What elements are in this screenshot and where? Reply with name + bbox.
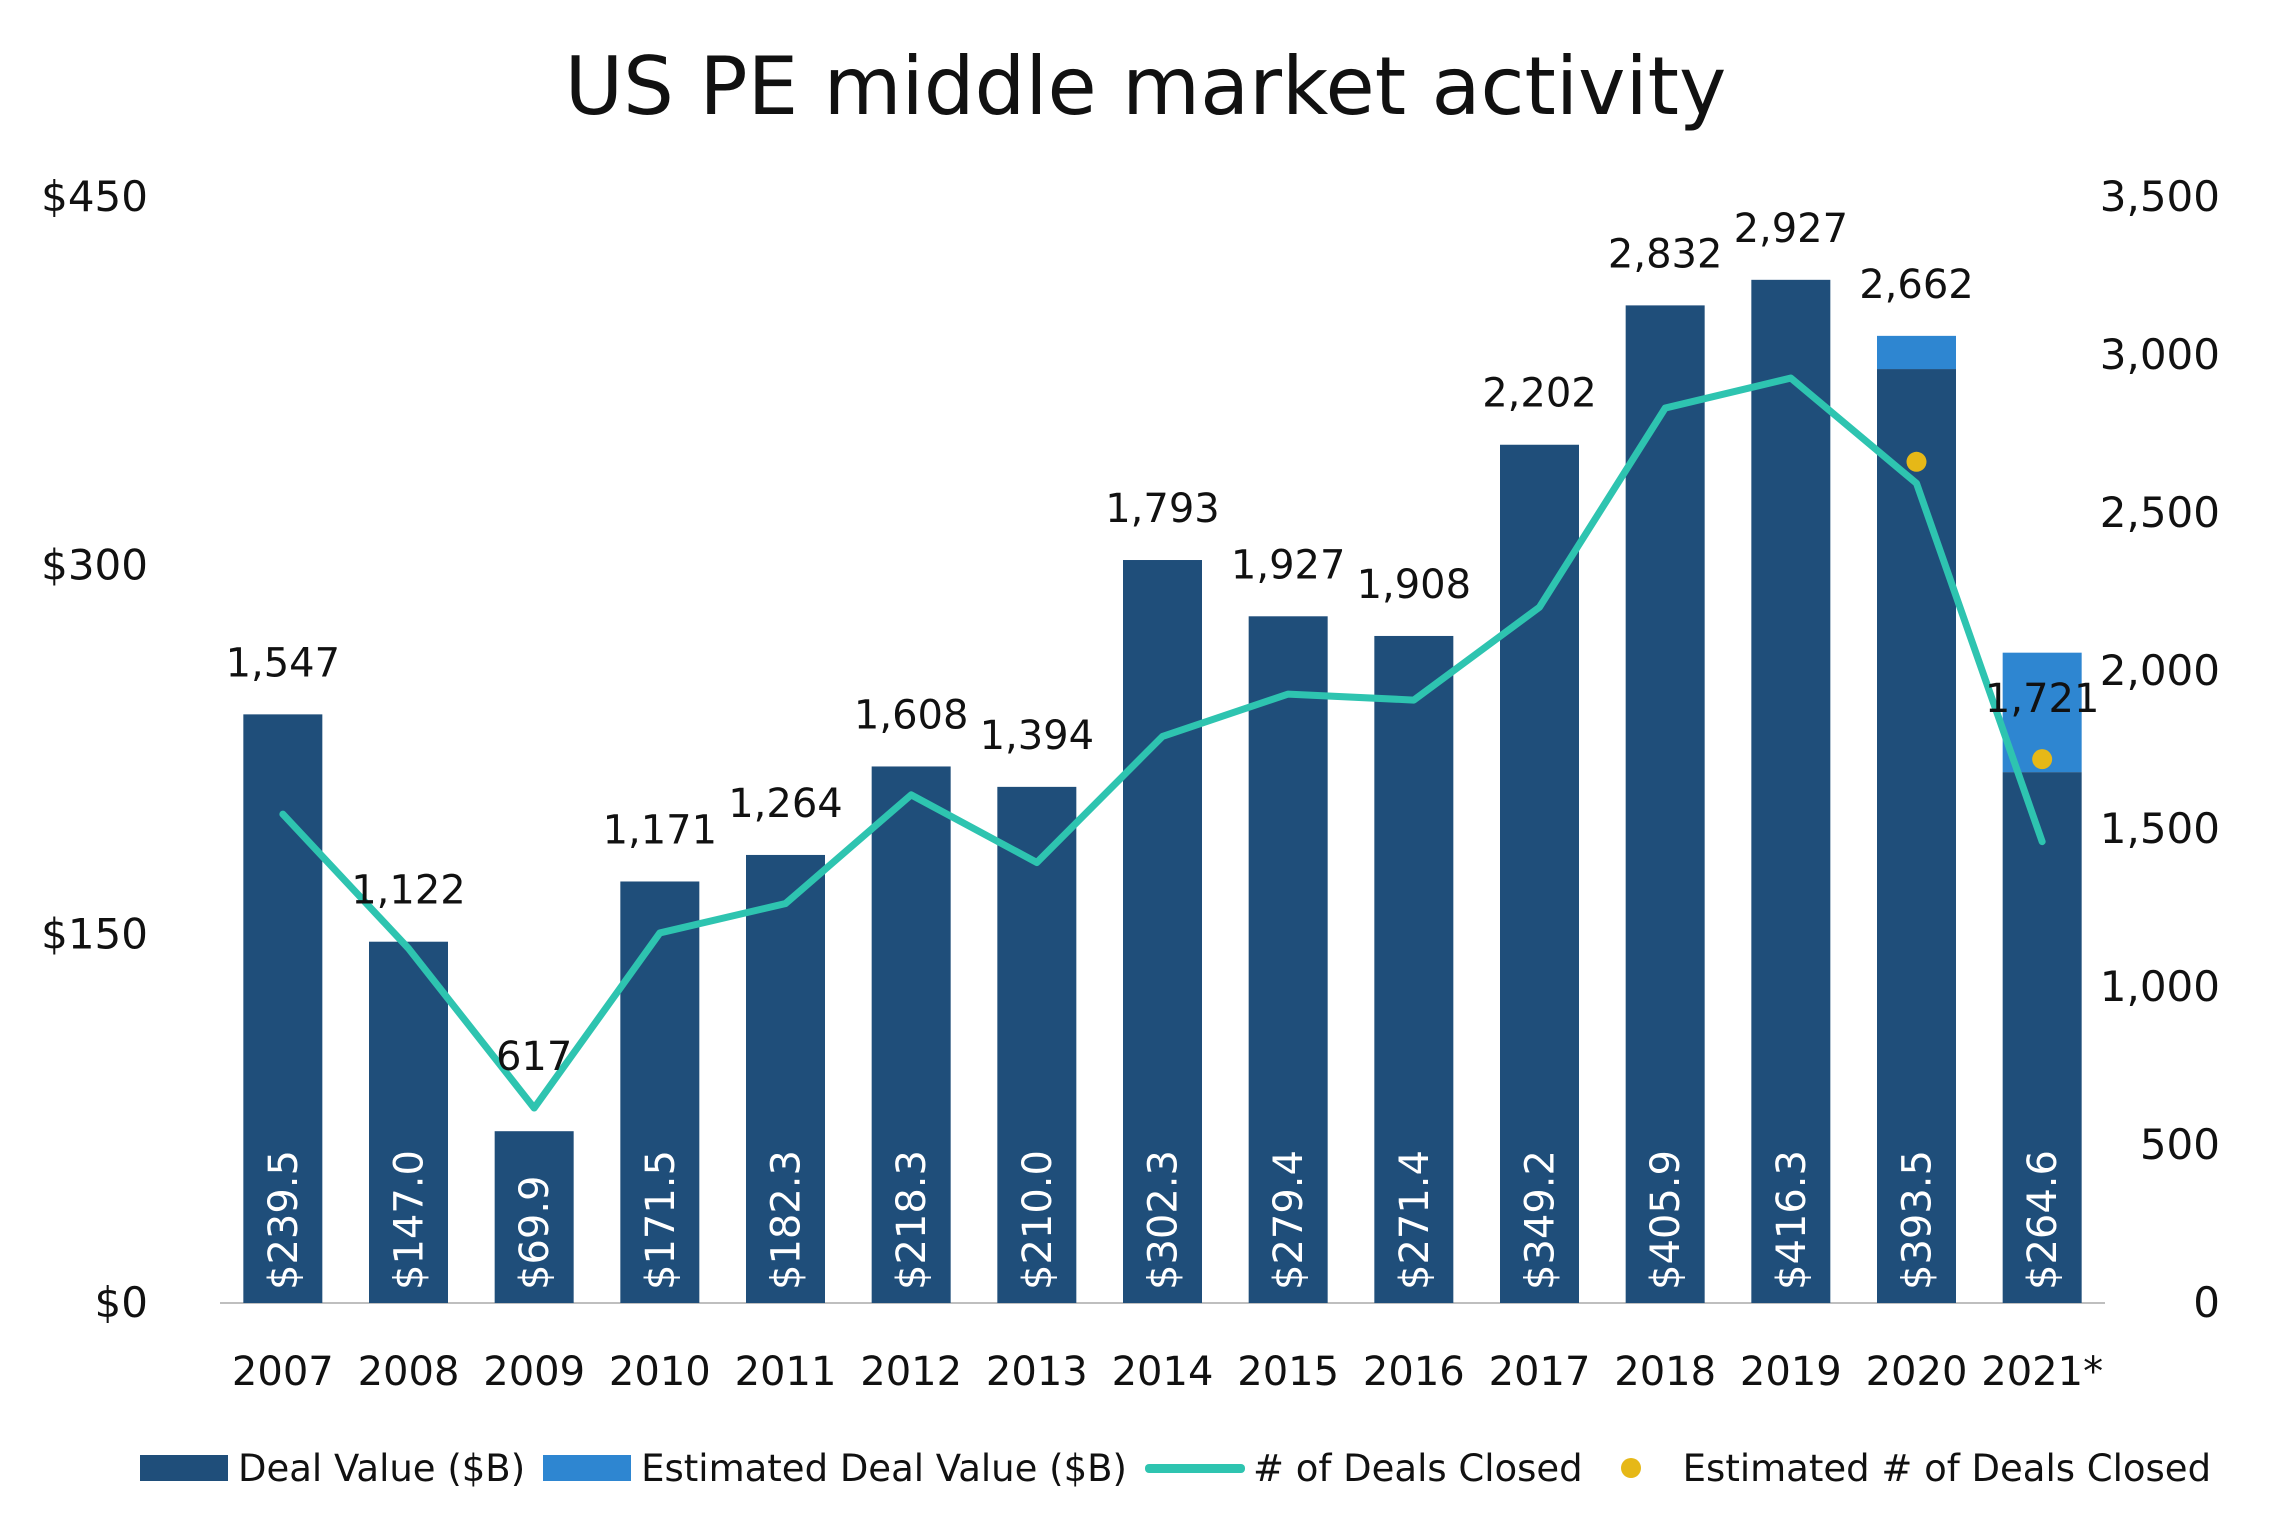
- y-left-tick-label: $0: [95, 1278, 148, 1327]
- bar-estimated-deal-value: [1877, 335, 1956, 370]
- y-right-tick-label: 3,500: [2100, 172, 2220, 221]
- legend-item-deal-value: Deal Value ($B): [140, 1447, 525, 1490]
- bar-value-label: $171.5: [638, 1150, 684, 1290]
- legend-swatch-estimated-deal-value: [543, 1455, 632, 1481]
- y-right-tick-label: 2,000: [2100, 646, 2220, 695]
- x-tick-label: 2007: [232, 1349, 334, 1395]
- bar-value-label: $210.0: [1015, 1150, 1061, 1290]
- bar-deal-value: [1123, 560, 1202, 1303]
- bar-deal-value: [620, 881, 700, 1303]
- x-tick-label: 2009: [483, 1349, 585, 1395]
- deals-count-label: 1,394: [980, 713, 1095, 759]
- bar-value-label: $302.3: [1141, 1150, 1187, 1290]
- bar-value-label: $182.3: [764, 1150, 810, 1290]
- bar-deal-value: [1248, 616, 1328, 1303]
- bar-value-label: $218.3: [889, 1150, 935, 1290]
- bar-deal-value: [369, 941, 448, 1303]
- x-tick-label: 2010: [609, 1349, 711, 1395]
- dot-estimated-deals-closed: [2032, 749, 2053, 770]
- deals-count-label: 1,171: [603, 807, 718, 853]
- y-right-tick-label: 3,000: [2100, 330, 2220, 379]
- deals-count-label: 1,264: [728, 781, 843, 827]
- bar-deal-value: [1500, 444, 1579, 1303]
- bar-value-label: $393.5: [1895, 1150, 1941, 1290]
- deals-count-label: 1,793: [1105, 486, 1220, 532]
- y-right-tick-label: 1,500: [2100, 804, 2220, 853]
- y-right-tick-label: 1,000: [2100, 962, 2220, 1011]
- bar-value-label: $147.0: [387, 1150, 433, 1290]
- bar-value-label: $279.4: [1266, 1150, 1312, 1290]
- deals-count-label: 2,202: [1482, 371, 1597, 417]
- bar-value-label: $264.6: [2020, 1150, 2066, 1290]
- bar-deal-value: [1625, 305, 1705, 1303]
- x-tick-label: 2019: [1740, 1349, 1842, 1395]
- bar-value-label: $349.2: [1518, 1150, 1564, 1290]
- y-left-tick-label: $150: [41, 909, 148, 958]
- x-tick-label: 2015: [1237, 1349, 1339, 1395]
- x-tick-label: 2018: [1614, 1349, 1716, 1395]
- x-tick-label: 2008: [358, 1349, 460, 1395]
- y-left-tick-label: $450: [41, 172, 148, 221]
- legend-swatch-estimated-deals-closed: [1620, 1458, 1641, 1478]
- legend-swatch-deals-closed: [1144, 1463, 1245, 1473]
- deals-count-label: 1,721: [1985, 676, 2100, 722]
- legend-label-deal-value: Deal Value ($B): [238, 1446, 526, 1490]
- deals-count-label: 2,927: [1734, 206, 1849, 252]
- bar-value-label: $69.9: [512, 1175, 558, 1290]
- bar-deal-value: [494, 1131, 574, 1303]
- deals-count-label: 2,662: [1859, 262, 1974, 308]
- bar-deal-value: [1751, 279, 1831, 1303]
- bar-deal-value: [746, 854, 825, 1303]
- deals-count-label: 1,608: [854, 692, 969, 738]
- legend-label-deals-closed: # of Deals Closed: [1252, 1446, 1583, 1490]
- y-left-tick-label: $300: [41, 541, 148, 590]
- bar-deal-value: [871, 766, 951, 1303]
- x-tick-label: 2011: [735, 1349, 837, 1395]
- legend-label-estimated-deals-closed: Estimated # of Deals Closed: [1682, 1446, 2212, 1490]
- bar-value-label: $405.9: [1643, 1150, 1689, 1290]
- bar-deal-value: [1877, 369, 1956, 1303]
- deals-count-label: 1,547: [226, 640, 341, 686]
- bar-deal-value: [997, 786, 1077, 1303]
- x-tick-label: 2013: [986, 1349, 1088, 1395]
- deals-count-label: 1,908: [1357, 562, 1472, 608]
- x-tick-label: 2016: [1363, 1349, 1465, 1395]
- y-right-tick-label: 500: [2140, 1120, 2220, 1169]
- deals-count-label: 2,832: [1608, 231, 1723, 277]
- legend-item-estimated-deals-closed: Estimated # of Deals Closed: [1601, 1447, 2211, 1490]
- bar-deal-value: [2002, 772, 2082, 1303]
- deals-count-label: 1,927: [1231, 542, 1346, 588]
- bar-value-label: $416.3: [1769, 1150, 1815, 1290]
- deals-count-label: 1,122: [351, 868, 466, 914]
- legend-swatch-deal-value: [140, 1455, 228, 1481]
- legend-item-deals-closed: # of Deals Closed: [1144, 1446, 1583, 1490]
- chart-title: US PE middle market activity: [564, 40, 1727, 133]
- dot-estimated-deals-closed: [1906, 451, 1927, 472]
- bar-deal-value: [1374, 635, 1454, 1303]
- chart-legend: Deal Value ($B) Estimated Deal Value ($B…: [140, 1438, 2229, 1498]
- line-deals-closed: [279, 374, 2046, 1112]
- y-right-tick-label: 2,500: [2100, 488, 2220, 537]
- x-tick-label: 2017: [1489, 1349, 1591, 1395]
- legend-label-estimated-deal-value: Estimated Deal Value ($B): [641, 1446, 1127, 1490]
- bar-value-label: $271.4: [1392, 1150, 1438, 1290]
- y-right-tick-label: 0: [2193, 1278, 2220, 1327]
- legend-item-estimated-deal-value: Estimated Deal Value ($B): [543, 1447, 1127, 1490]
- x-tick-label: 2012: [860, 1349, 962, 1395]
- deals-count-label: 617: [496, 1034, 572, 1080]
- bar-value-label: $239.5: [261, 1150, 307, 1290]
- x-tick-label: 2021*: [1981, 1349, 2103, 1395]
- x-tick-label: 2020: [1866, 1349, 1968, 1395]
- x-tick-label: 2014: [1112, 1349, 1214, 1395]
